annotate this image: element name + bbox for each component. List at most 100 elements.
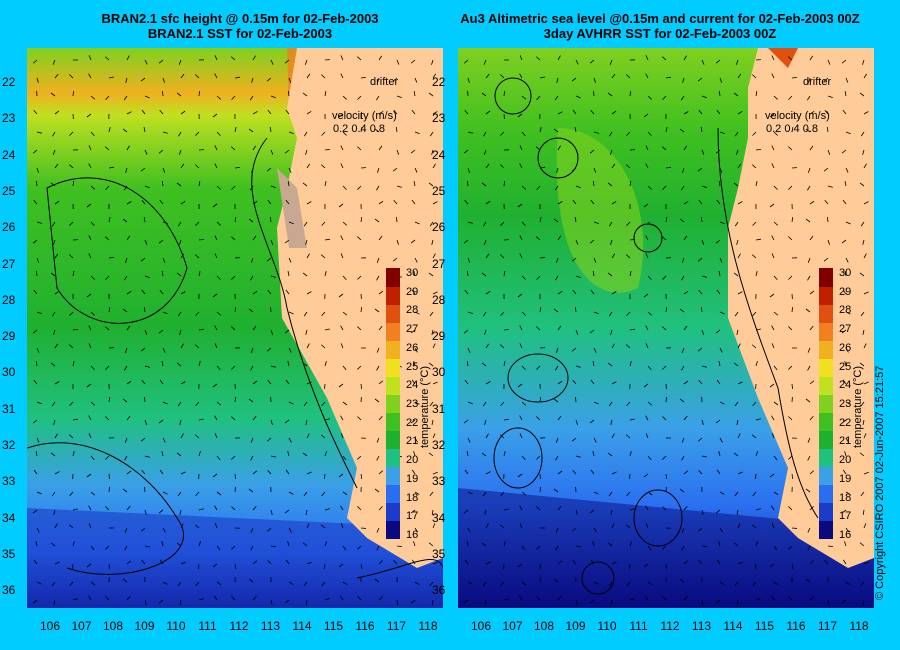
colorbar-tick-label: 30 — [839, 267, 852, 279]
colorbar-swatch — [386, 376, 400, 395]
latitude-label: 24 — [432, 147, 446, 162]
colorbar-swatch — [819, 304, 833, 323]
velocity-label-left: velocity (m/s) — [332, 110, 397, 122]
colorbar-tick-label: 24 — [406, 379, 419, 392]
latitude-label: 26 — [432, 220, 446, 235]
colorbar-swatch — [386, 466, 400, 485]
colorbar-tick-label: 28 — [406, 304, 419, 317]
latitude-label: 34 — [432, 510, 446, 525]
longitude-label: 110 — [166, 619, 186, 633]
longitude-label: 106 — [39, 619, 61, 633]
colorbar-swatch — [386, 430, 400, 449]
latitude-label: 32 — [432, 438, 446, 452]
longitude-label: 107 — [502, 619, 523, 633]
colorbar-tick-label: 24 — [839, 379, 852, 392]
longitude-label: 114 — [723, 619, 743, 633]
colorbar-swatch — [819, 502, 833, 521]
colorbar-swatch — [819, 376, 833, 395]
latitude-label: 33 — [432, 474, 446, 489]
colorbar-tick-label: 30 — [406, 267, 419, 279]
latitude-label: 35 — [2, 546, 16, 561]
drifter-label-right: drifter — [803, 76, 832, 88]
colorbar-tick-label: 21 — [839, 435, 852, 448]
longitude-label: 109 — [134, 619, 155, 633]
colorbar-swatch — [819, 412, 833, 431]
left-title-line1: BRAN2.1 sfc height @ 0.15m for 02-Feb-20… — [101, 11, 379, 26]
colorbar-swatch — [386, 502, 400, 521]
longitude-label: 108 — [102, 619, 124, 633]
left-sst-map: drifter velocity (m/s) 0.2 0.4 0.8 16 17 1… — [27, 48, 443, 608]
colorbar-tick-label: 18 — [406, 491, 419, 504]
colorbar-swatch — [819, 268, 833, 287]
latitude-label: 22 — [432, 75, 446, 89]
latitude-label: 31 — [432, 401, 446, 416]
longitude-label: 117 — [817, 619, 838, 633]
colorbar-tick-label: 17 — [406, 510, 419, 523]
colorbar-tick-label: 27 — [406, 323, 419, 336]
colorbar-left: 16 17 18 19 20 21 22 23 24 25 26 27 28 29 30 — [386, 268, 418, 541]
left-title-line2: BRAN2.1 SST for 02-Feb-2003 — [147, 26, 333, 41]
colorbar-tick-label: 21 — [406, 435, 419, 448]
velocity-label-right: velocity (m/s) — [765, 110, 830, 122]
colorbar-tick-label: 17 — [839, 510, 852, 523]
colorbar-swatch — [386, 358, 400, 377]
colorbar-tick-label: 23 — [406, 398, 419, 410]
colorbar-swatch — [819, 340, 833, 359]
longitude-label: 113 — [260, 619, 281, 633]
colorbar-swatch — [819, 448, 833, 467]
colorbar-swatch — [386, 412, 400, 431]
longitude-label: 110 — [597, 619, 617, 633]
latitude-label: 28 — [432, 292, 446, 307]
latitude-label: 24 — [2, 147, 16, 162]
colorbar-swatch — [386, 322, 400, 341]
right-sst-map: drifter velocity (m/s) 0.2 0.4 0.8 16 17 1… — [458, 48, 874, 608]
colorbar-swatch — [819, 430, 833, 449]
longitude-label: 112 — [660, 619, 680, 633]
longitude-label: 111 — [198, 619, 217, 633]
colorbar-swatch — [386, 448, 400, 467]
latitude-label: 29 — [2, 329, 16, 344]
colorbar-swatch — [819, 394, 833, 413]
right-sst-field — [458, 48, 874, 608]
longitude-label: 108 — [533, 619, 555, 633]
colorbar-tick-label: 16 — [839, 529, 852, 541]
colorbar-title-left: temperature (°C) — [419, 365, 431, 448]
velocity-scale-left: 0.2 0.4 0.8 — [333, 123, 386, 135]
longitude-label: 117 — [386, 619, 407, 633]
colorbar-swatch — [386, 286, 400, 305]
copyright-text: © Copyright CSIRO 2007 02-Jun-2007 15:21… — [874, 365, 886, 600]
longitude-label: 106 — [470, 619, 492, 633]
colorbar-tick-label: 19 — [406, 472, 419, 485]
colorbar-tick-label: 27 — [839, 323, 852, 336]
latitude-label: 26 — [2, 220, 16, 235]
colorbar-tick-label: 25 — [406, 360, 419, 373]
latitude-label: 33 — [2, 474, 16, 489]
latitude-label: 28 — [2, 292, 16, 307]
longitude-label: 115 — [323, 619, 344, 633]
colorbar-swatch — [386, 340, 400, 359]
colorbar-swatch — [819, 286, 833, 305]
colorbar-tick-label: 29 — [839, 285, 852, 298]
longitude-label: 115 — [754, 619, 775, 633]
velocity-scale-right: 0.2 0.4 0.8 — [766, 123, 819, 135]
longitude-label: 109 — [565, 619, 586, 633]
land-mass — [277, 48, 443, 568]
latitude-label: 31 — [2, 401, 16, 416]
right-map-title: Au3 Altimetric sea level @0.15m and curr… — [430, 11, 890, 41]
latitude-label: 29 — [432, 329, 446, 344]
colorbar-swatch — [819, 358, 833, 377]
latitude-label: 23 — [432, 111, 446, 126]
right-title-line2: 3day AVHRR SST for 02-Feb-2003 00Z — [543, 26, 777, 41]
colorbar-title-right: temperature (°C) — [852, 365, 864, 448]
longitude-label: 116 — [786, 619, 806, 633]
longitude-label: 113 — [691, 619, 712, 633]
colorbar-swatch — [386, 520, 400, 539]
latitude-label: 30 — [2, 365, 16, 380]
longitude-label: 118 — [418, 619, 438, 633]
latitude-label: 27 — [2, 256, 16, 271]
latitude-label: 35 — [432, 546, 446, 561]
colorbar-tick-label: 22 — [406, 416, 419, 429]
colorbar-tick-label: 19 — [839, 472, 852, 485]
colorbar-tick-label: 22 — [839, 416, 852, 429]
longitude-label: 118 — [849, 619, 869, 633]
